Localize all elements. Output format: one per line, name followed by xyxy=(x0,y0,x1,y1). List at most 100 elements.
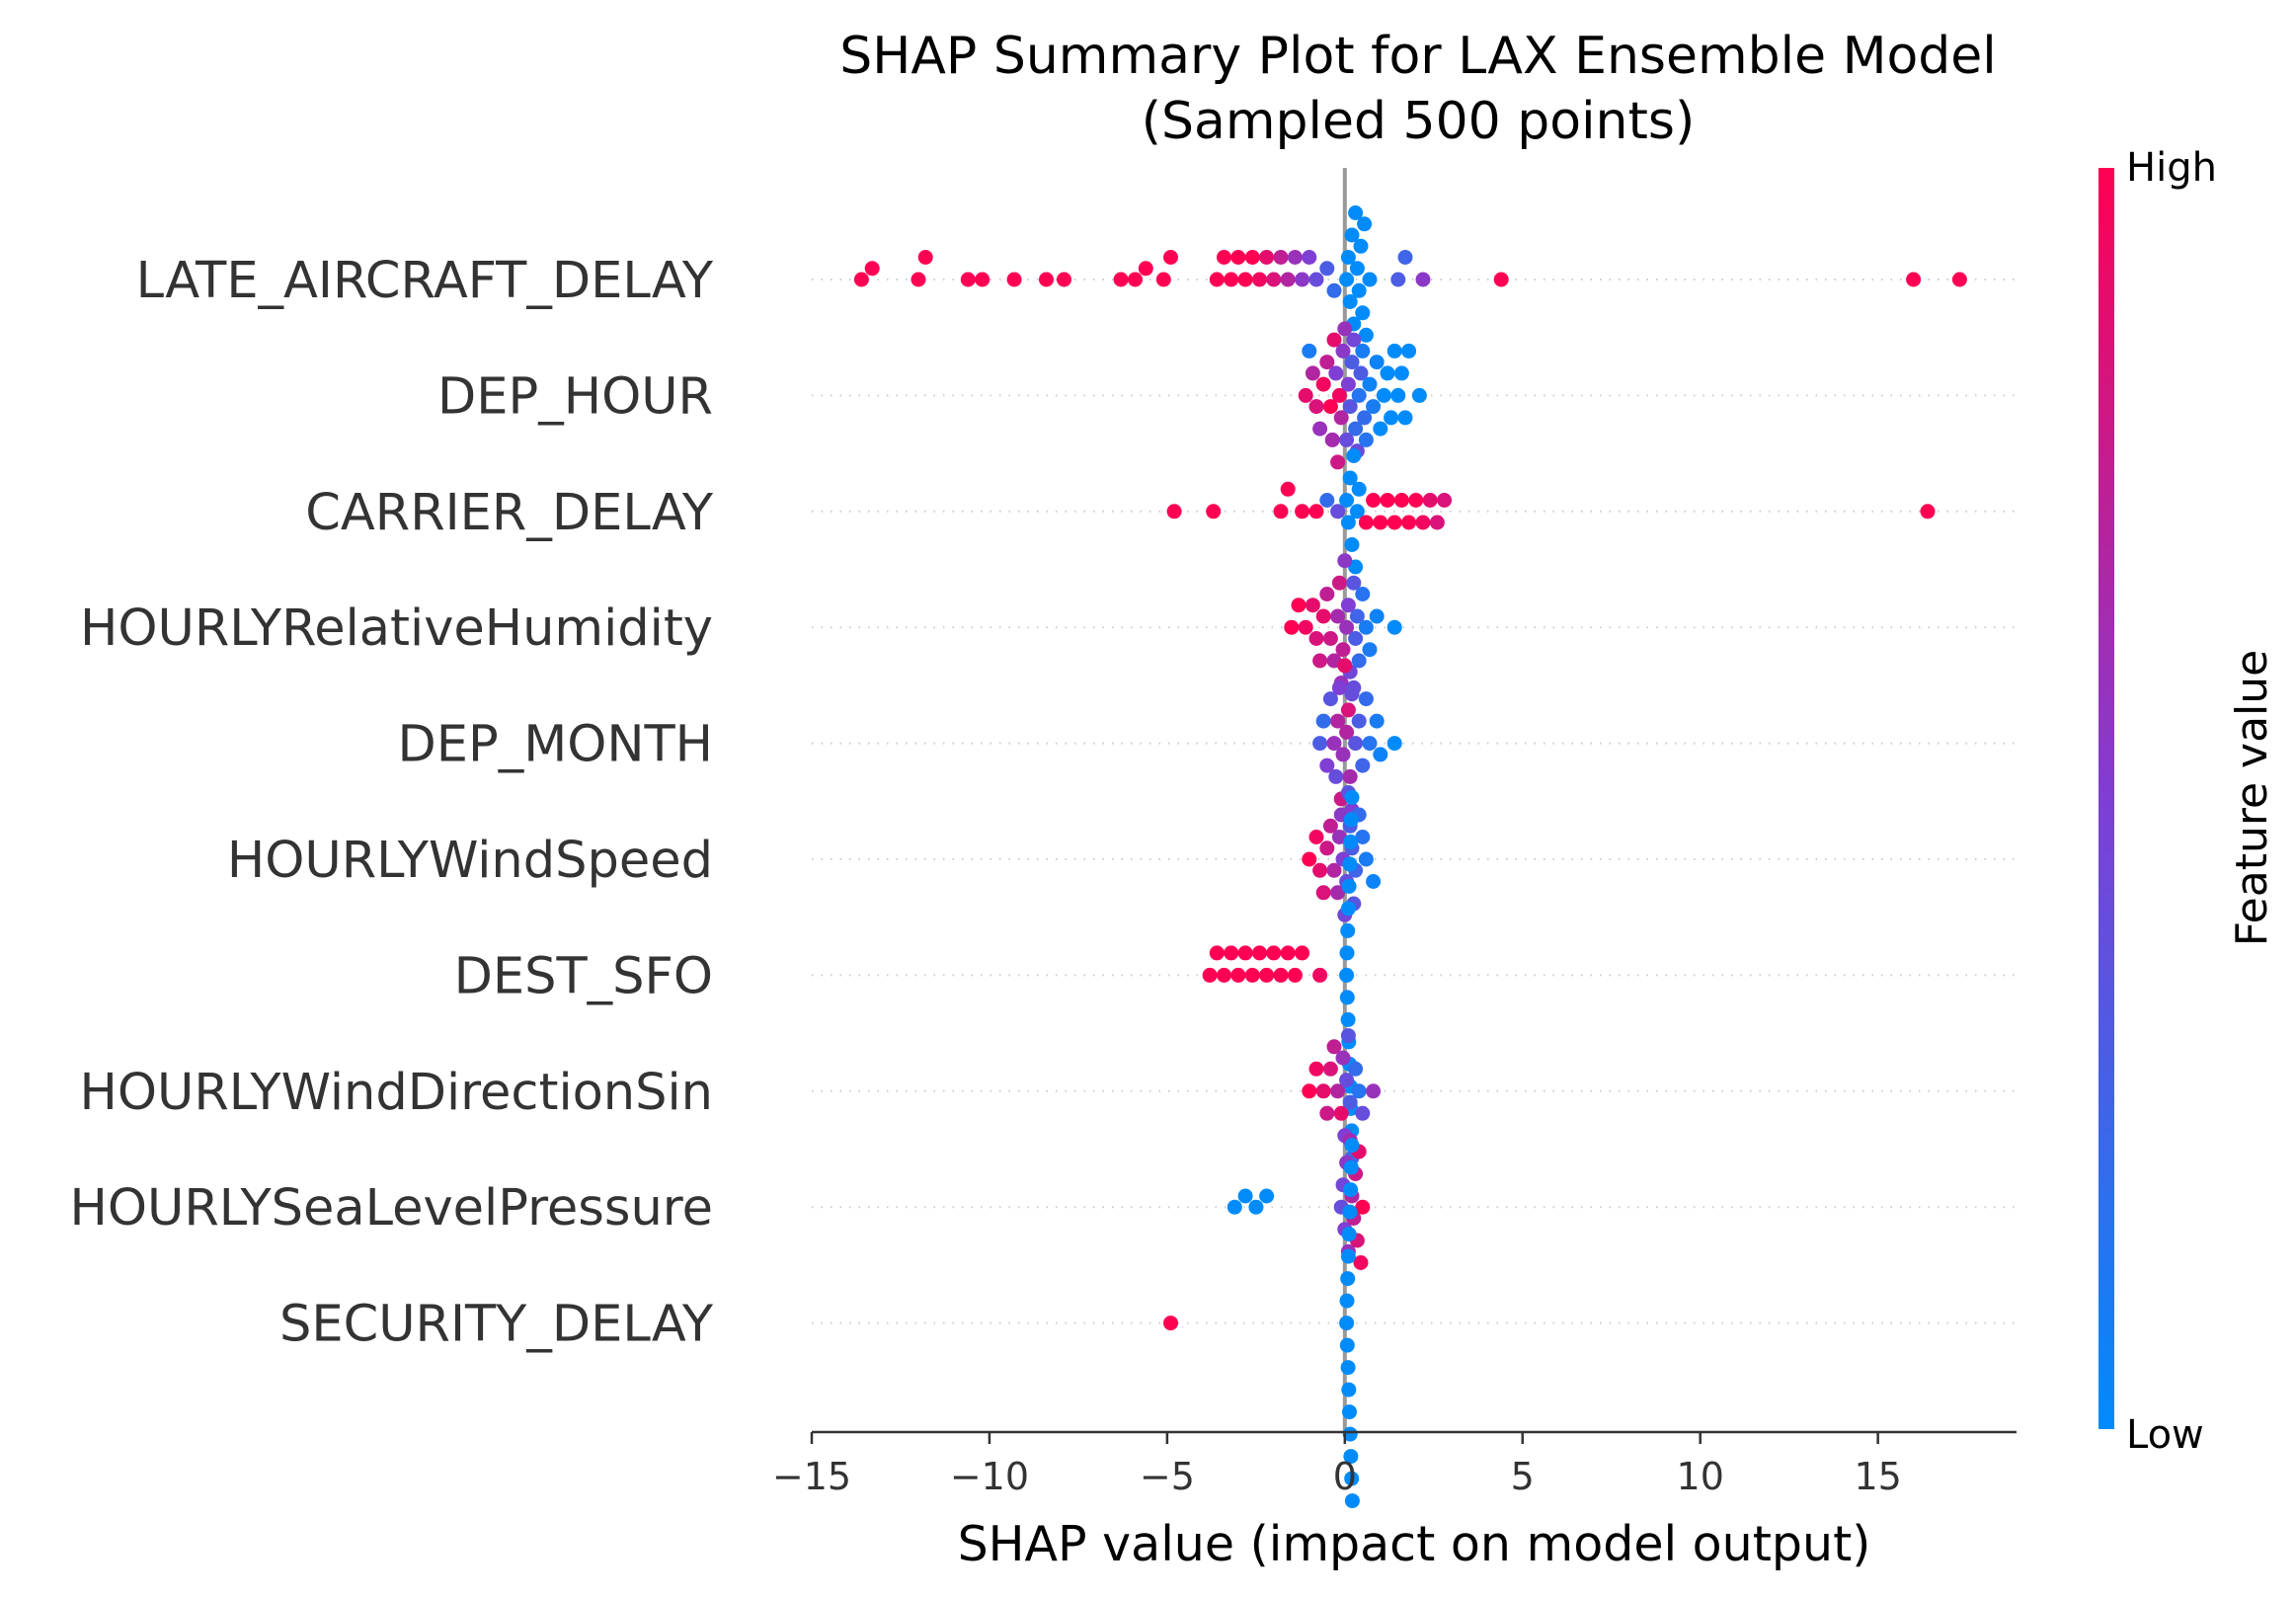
shap-point xyxy=(1237,945,1253,961)
shap-point xyxy=(1339,1337,1355,1353)
shap-point xyxy=(1308,830,1324,844)
shap-point xyxy=(1366,874,1382,889)
shap-point xyxy=(1349,261,1365,277)
chart-title-line2: (Sampled 500 points) xyxy=(1142,92,1696,151)
shap-point xyxy=(1202,967,1218,983)
shap-point xyxy=(1342,399,1358,415)
shap-point xyxy=(1340,922,1356,938)
shap-point xyxy=(1422,493,1438,508)
colorbar-title: Feature value xyxy=(2227,650,2277,946)
shap-point xyxy=(1333,410,1349,426)
feature-label: DEP_HOUR xyxy=(437,367,713,426)
shap-point xyxy=(1339,272,1355,287)
shap-point xyxy=(1166,504,1182,519)
shap-point xyxy=(1284,619,1300,635)
shap-point xyxy=(1340,1248,1356,1264)
shap-point xyxy=(1224,272,1239,287)
shap-point xyxy=(1344,1471,1360,1486)
shap-point xyxy=(1308,272,1324,287)
shap-point xyxy=(1355,343,1371,359)
shap-point xyxy=(1339,1073,1355,1088)
shap-point xyxy=(1331,575,1347,591)
shap-point xyxy=(1340,598,1356,613)
feature-label: DEP_MONTH xyxy=(397,716,713,774)
shap-point xyxy=(1006,272,1022,287)
shap-point xyxy=(1340,1271,1356,1287)
shap-point xyxy=(1335,1050,1351,1066)
shap-point xyxy=(1224,945,1239,961)
shap-point xyxy=(1349,608,1365,624)
shap-point xyxy=(1326,332,1342,348)
shap-point xyxy=(1331,387,1347,403)
shap-point xyxy=(1333,1105,1349,1121)
shap-point xyxy=(1340,515,1356,530)
shap-point xyxy=(1380,365,1395,381)
shap-point xyxy=(1244,967,1260,983)
shap-point xyxy=(1339,1316,1355,1331)
shap-point xyxy=(1386,515,1402,530)
shap-point xyxy=(1362,642,1378,658)
shap-point xyxy=(1302,250,1317,265)
shap-point xyxy=(864,261,880,277)
shap-point xyxy=(1331,679,1347,695)
colorbar xyxy=(2098,168,2114,1429)
shap-point xyxy=(1353,365,1369,381)
shap-point xyxy=(1331,830,1347,844)
shap-point xyxy=(1351,713,1367,729)
shap-point xyxy=(1339,1293,1355,1309)
shap-point xyxy=(1273,504,1289,519)
shap-point xyxy=(1326,736,1342,752)
shap-point xyxy=(1259,250,1275,265)
shap-point xyxy=(1339,967,1355,983)
shap-point xyxy=(1340,250,1356,265)
shap-point xyxy=(1322,631,1338,646)
shap-point xyxy=(1337,658,1353,674)
shap-point xyxy=(1380,493,1395,508)
x-tick-label: 0 xyxy=(1333,1455,1357,1498)
shap-point xyxy=(1355,1199,1371,1215)
shap-point xyxy=(1348,205,1364,220)
shap-point xyxy=(1343,1182,1359,1198)
shap-point xyxy=(1344,355,1360,370)
shap-point xyxy=(1362,272,1378,287)
shap-point xyxy=(1415,515,1431,530)
shap-point xyxy=(1355,758,1371,773)
shap-point xyxy=(1348,631,1364,646)
shap-point xyxy=(1322,399,1338,415)
shap-point xyxy=(1322,1061,1338,1077)
shap-point xyxy=(1266,272,1282,287)
shap-point xyxy=(1339,990,1355,1005)
shap-point xyxy=(1287,967,1303,983)
shap-point xyxy=(853,272,869,287)
feature-rows: LATE_AIRCRAFT_DELAY DEP_HOUR CARRIER_DELAY… xyxy=(70,252,2017,1354)
shap-point xyxy=(1358,691,1374,707)
shap-point xyxy=(1315,608,1331,624)
shap-point xyxy=(1369,608,1385,624)
shap-point xyxy=(1393,365,1409,381)
shap-point xyxy=(1369,713,1385,729)
shap-point xyxy=(1366,399,1382,415)
colorbar-low-label: Low xyxy=(2126,1412,2204,1458)
x-axis-ticks: −15 −10 −5 0 5 10 15 xyxy=(772,1432,1902,1498)
x-tick-label: 10 xyxy=(1677,1455,1724,1498)
shap-point xyxy=(1348,1061,1364,1077)
shap-point xyxy=(1227,1199,1242,1215)
shap-point xyxy=(1291,598,1306,613)
feature-label: HOURLYWindSpeed xyxy=(227,832,713,890)
shap-point xyxy=(1346,448,1362,463)
shap-point xyxy=(1312,862,1328,878)
shap-point xyxy=(975,272,990,287)
shap-point xyxy=(1386,736,1402,752)
shap-point xyxy=(1138,261,1153,277)
shap-point xyxy=(1319,587,1335,601)
shap-point xyxy=(1335,343,1351,359)
shap-point xyxy=(1344,789,1360,805)
shap-point xyxy=(1280,945,1296,961)
shap-point xyxy=(1295,945,1310,961)
shap-point xyxy=(1315,713,1331,729)
shap-point xyxy=(1401,343,1417,359)
shap-point xyxy=(1237,272,1253,287)
shap-point xyxy=(1244,250,1260,265)
shap-point xyxy=(1322,818,1338,834)
shap-point xyxy=(1266,945,1282,961)
